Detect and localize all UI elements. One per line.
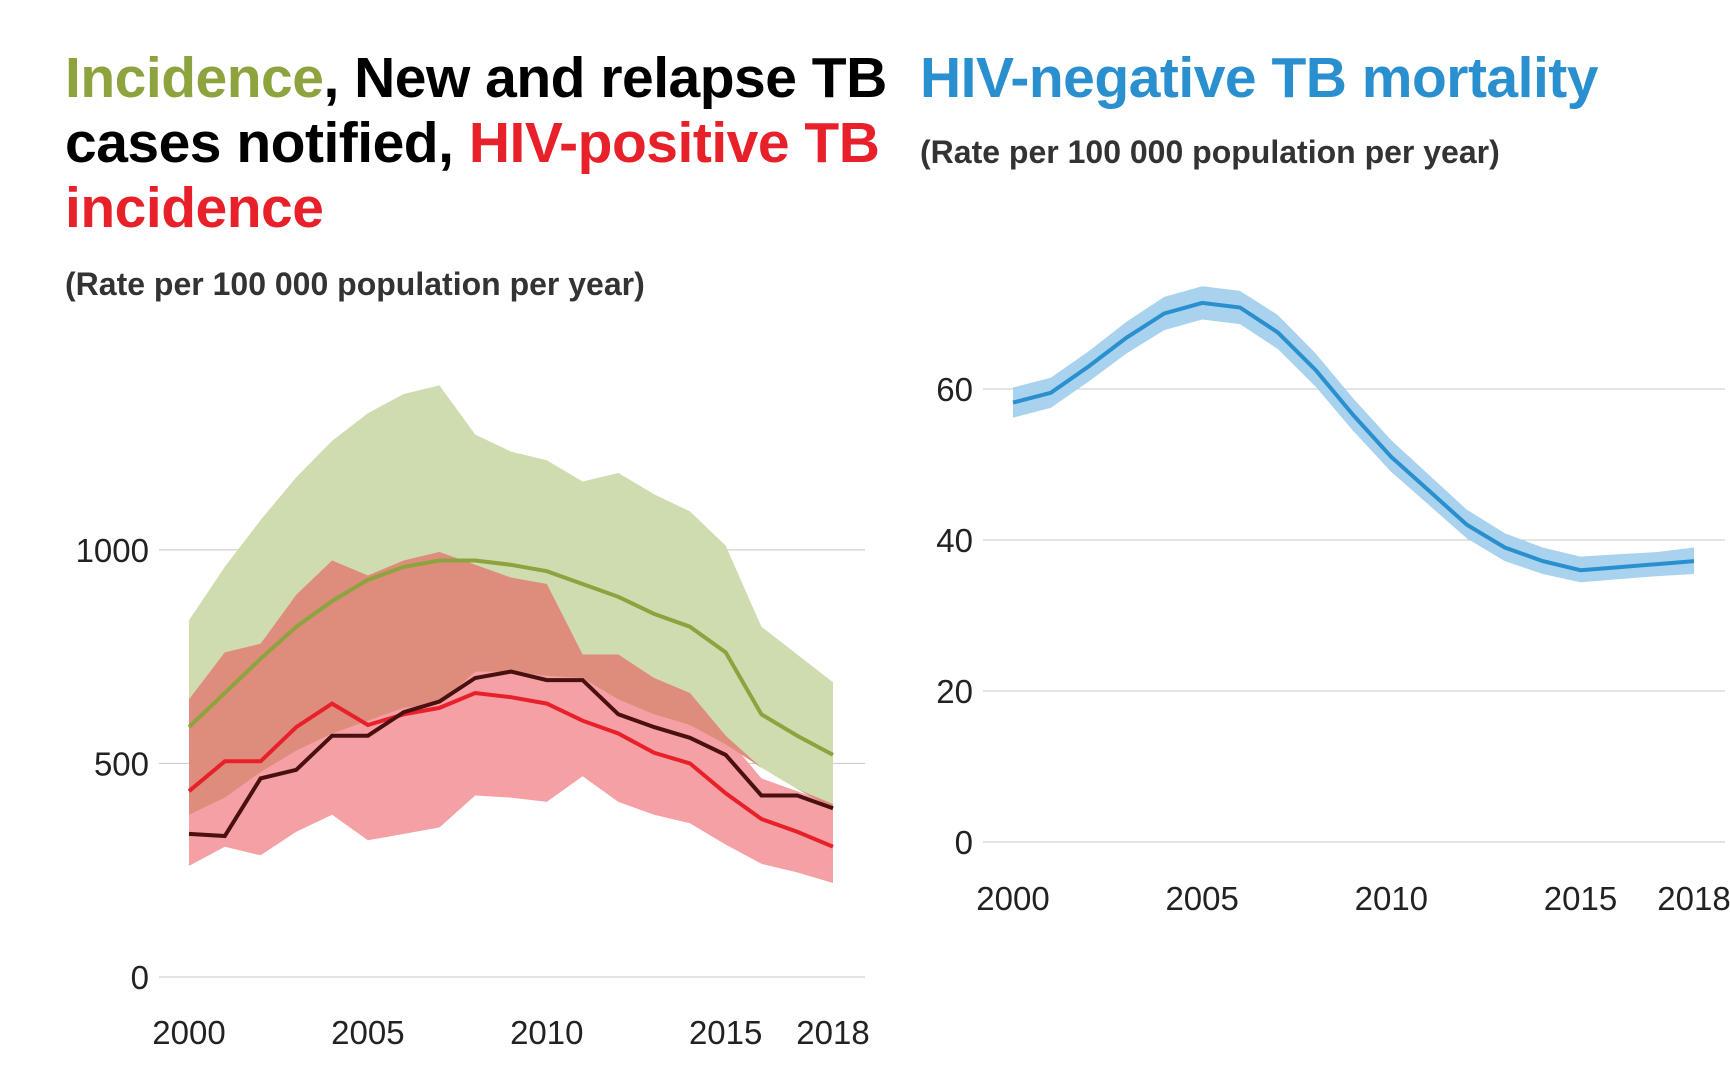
title-incidence: Incidence <box>65 46 324 110</box>
left-x-tick-label: 2018 <box>796 1014 869 1051</box>
left-x-tick-label: 2005 <box>331 1014 404 1051</box>
left-y-tick-label: 0 <box>131 959 149 996</box>
incidence-chart: 0 500 1000 2000 2005 2010 2015 2018 <box>76 385 870 1051</box>
right-y-tick-label: 60 <box>936 371 973 408</box>
left-chart-subtitle: (Rate per 100 000 population per year) <box>65 266 645 302</box>
left-y-tick-label: 500 <box>94 745 149 782</box>
left-y-tick-label: 1000 <box>76 532 149 569</box>
right-y-tick-label: 0 <box>955 824 973 861</box>
right-x-tick-label: 2015 <box>1544 880 1617 917</box>
mortality-uncertainty-band <box>1013 286 1694 583</box>
right-x-tick-label: 2000 <box>976 880 1049 917</box>
left-chart-title: Incidence, New and relapse TB cases noti… <box>65 46 905 241</box>
band-overlap-region <box>189 552 833 815</box>
right-y-tick-label: 40 <box>936 522 973 559</box>
right-x-tick-label: 2018 <box>1657 880 1730 917</box>
left-x-tick-label: 2015 <box>689 1014 762 1051</box>
title-notified: , New and relapse TB cases notified, <box>65 46 887 175</box>
mortality-line <box>1012 300 1695 573</box>
left-x-tick-label: 2000 <box>152 1014 225 1051</box>
right-y-tick-label: 20 <box>936 673 973 710</box>
right-chart-subtitle: (Rate per 100 000 population per year) <box>920 134 1500 170</box>
title-hiv-positive: HIV-positive TB incidence <box>65 111 880 240</box>
right-x-tick-label: 2010 <box>1355 880 1428 917</box>
right-x-tick-label: 2005 <box>1165 880 1238 917</box>
notified-cases-line <box>188 669 834 839</box>
hiv-positive-line <box>187 690 834 849</box>
right-chart-title: HIV-negative TB mortality <box>920 46 1599 110</box>
left-x-tick-label: 2010 <box>510 1014 583 1051</box>
incidence-line <box>187 558 834 757</box>
